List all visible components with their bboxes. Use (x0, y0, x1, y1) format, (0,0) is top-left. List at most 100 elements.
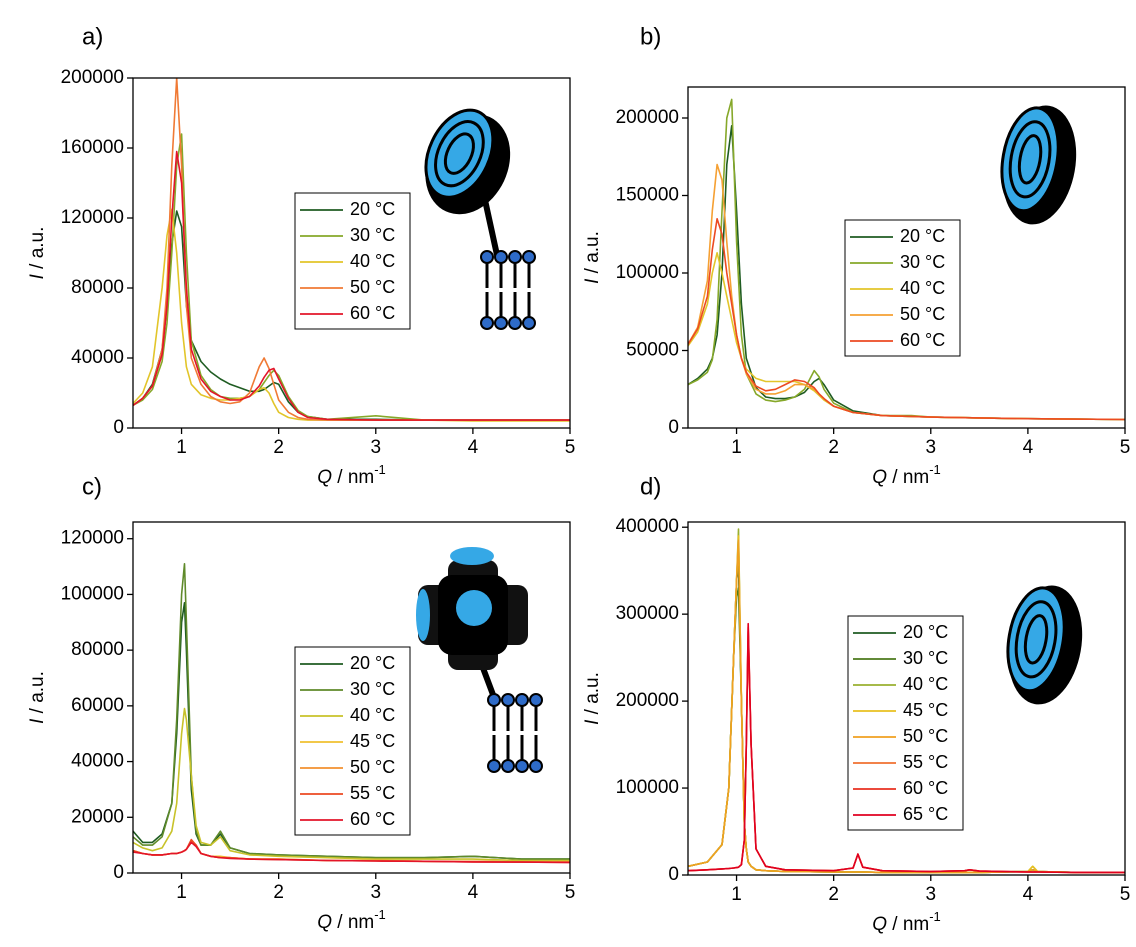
x-tick-label: 5 (1120, 437, 1131, 458)
legend: 20 °C 30 °C 40 °C 45 °C 50 °C 55 °C 60 °C 65 °C (847, 615, 964, 831)
x-tick-label: 2 (273, 437, 284, 458)
x-label-symbol: Q (872, 914, 887, 935)
panel-label: a) (82, 23, 103, 50)
y-tick-label: 20000 (71, 806, 124, 827)
legend-label: 50 °C (350, 277, 395, 297)
series-line (133, 563, 570, 860)
legend-label: 45 °C (903, 700, 948, 720)
x-tick-label: 3 (925, 884, 936, 905)
x-label-exponent: -1 (374, 462, 386, 477)
y-tick-label: 200000 (616, 690, 679, 711)
x-tick-label: 3 (370, 882, 381, 903)
y-axis-label: I / a.u. (27, 671, 48, 724)
y-tick-label: 150000 (616, 185, 679, 206)
legend-label: 55 °C (350, 783, 395, 803)
plot-frame (687, 521, 1126, 876)
x-label-unit: / nm (887, 467, 929, 488)
y-label-symbol: I (582, 278, 603, 284)
y-axis-label: I / a.u. (27, 227, 48, 280)
legend-label: 45 °C (350, 731, 395, 751)
x-label-exponent: -1 (929, 462, 941, 477)
x-tick-label: 1 (731, 884, 742, 905)
series-line (133, 78, 570, 421)
y-tick-label: 100000 (616, 777, 679, 798)
legend-label: 30 °C (350, 679, 395, 699)
x-axis-label: Q / nm-1 (872, 909, 941, 935)
y-tick-label: 120000 (61, 207, 124, 228)
legend-label: 60 °C (350, 303, 395, 323)
y-label-symbol: I (582, 719, 603, 725)
plot-frame (132, 521, 571, 874)
y-label-unit: / a.u. (27, 671, 48, 719)
legend-box (844, 219, 961, 357)
panel-label: c) (82, 473, 102, 500)
y-tick-label: 0 (668, 417, 679, 438)
y-tick-label: 300000 (616, 603, 679, 624)
x-tick-label: 1 (176, 437, 187, 458)
y-tick-label: 160000 (61, 137, 124, 158)
legend-label: 50 °C (900, 304, 945, 324)
x-label-symbol: Q (872, 467, 887, 488)
legend-label: 40 °C (903, 674, 948, 694)
x-label-unit: / nm (332, 912, 374, 933)
x-tick-label: 1 (731, 437, 742, 458)
legend-label: 20 °C (350, 653, 395, 673)
y-tick-label: 80000 (71, 277, 124, 298)
legend-label: 40 °C (350, 251, 395, 271)
plot-area (133, 78, 570, 422)
x-label-unit: / nm (887, 914, 929, 935)
legend-label: 65 °C (903, 804, 948, 824)
legend-label: 50 °C (903, 726, 948, 746)
y-label-symbol: I (27, 718, 48, 724)
series-line (688, 622, 1125, 874)
y-label-unit: / a.u. (582, 231, 603, 279)
legend-label: 40 °C (350, 705, 395, 725)
y-axis-label: I / a.u. (582, 672, 603, 725)
y-tick-label: 60000 (71, 695, 124, 716)
x-tick-label: 5 (565, 437, 576, 458)
y-tick-label: 40000 (71, 347, 124, 368)
panel: b) 0 50000 100000 150000 200000 1 2 3 4 5 Q / nm-1 I… (582, 23, 1130, 488)
y-tick-label: 0 (113, 862, 124, 883)
panel-label: d) (640, 473, 661, 500)
y-tick-label: 120000 (61, 528, 124, 549)
y-tick-label: 100000 (616, 262, 679, 283)
legend-label: 60 °C (350, 809, 395, 829)
y-tick-label: 0 (113, 417, 124, 438)
x-axis-label: Q / nm-1 (317, 462, 386, 488)
panel-label: b) (640, 23, 661, 50)
x-tick-label: 4 (1023, 884, 1034, 905)
legend-box (847, 615, 964, 831)
plot-frame (132, 77, 571, 429)
x-label-symbol: Q (317, 467, 332, 488)
y-tick-label: 200000 (61, 67, 124, 88)
legend: 20 °C 30 °C 40 °C 50 °C 60 °C (294, 192, 411, 330)
panel: d) 0 100000 200000 300000 400000 1 2 3 4 5 Q / nm-1… (582, 473, 1130, 935)
legend-label: 20 °C (903, 622, 948, 642)
x-tick-label: 4 (468, 437, 479, 458)
x-tick-label: 2 (828, 437, 839, 458)
x-tick-label: 4 (468, 882, 479, 903)
x-tick-label: 1 (176, 882, 187, 903)
y-tick-label: 80000 (71, 639, 124, 660)
legend-label: 30 °C (900, 252, 945, 272)
legend-box (294, 192, 411, 330)
legend-label: 20 °C (900, 226, 945, 246)
legend-label: 50 °C (350, 757, 395, 777)
series-line (133, 150, 570, 421)
y-label-unit: / a.u. (27, 227, 48, 275)
legend-label: 60 °C (903, 778, 948, 798)
y-tick-label: 0 (668, 864, 679, 885)
legend-label: 20 °C (350, 199, 395, 219)
y-tick-label: 40000 (71, 751, 124, 772)
legend-label: 30 °C (350, 225, 395, 245)
cubic-icon (416, 547, 543, 773)
legend: 20 °C 30 °C 40 °C 50 °C 60 °C (844, 219, 961, 357)
legend-box (294, 646, 411, 836)
legend-label: 30 °C (903, 648, 948, 668)
x-tick-label: 3 (370, 437, 381, 458)
x-tick-label: 5 (1120, 884, 1131, 905)
